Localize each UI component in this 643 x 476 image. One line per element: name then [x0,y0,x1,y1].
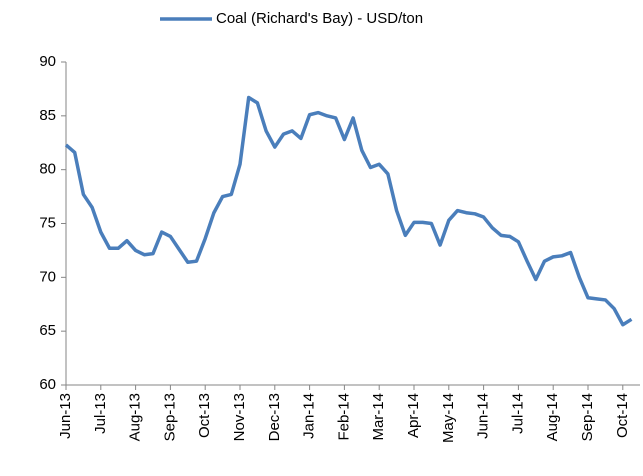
x-tick-label: Jul-14 [509,393,526,434]
x-tick-label: Nov-13 [231,393,248,441]
y-tick-label: 80 [39,161,56,178]
x-tick-label: Apr-14 [405,393,422,438]
x-tick-label: May-14 [440,393,457,443]
legend-label: Coal (Richard's Bay) - USD/ton [216,10,423,27]
y-tick-label: 90 [39,53,56,70]
x-tick-label: Feb-14 [335,393,352,441]
x-tick-label: Sep-14 [579,393,596,441]
x-tick-label: Jun-13 [57,393,74,439]
x-tick-label: Aug-13 [127,393,144,441]
y-tick-label: 75 [39,214,56,231]
x-tick-label: Oct-14 [614,393,631,438]
data-line [64,95,633,327]
x-tick-label: Sep-13 [161,393,178,441]
x-tick-label: Jul-13 [92,393,109,434]
x-tick-label: Jun-14 [475,393,492,439]
y-tick-label: 60 [39,376,56,393]
x-tick-label: Mar-14 [370,393,387,441]
y-tick-label: 65 [39,322,56,339]
x-tick-label: Dec-13 [266,393,283,441]
y-tick-label: 85 [39,107,56,124]
x-tick-label: Aug-14 [544,393,561,441]
x-tick-label: Jan-14 [301,393,318,439]
y-tick-label: 70 [39,268,56,285]
x-tick-label: Oct-13 [196,393,213,438]
